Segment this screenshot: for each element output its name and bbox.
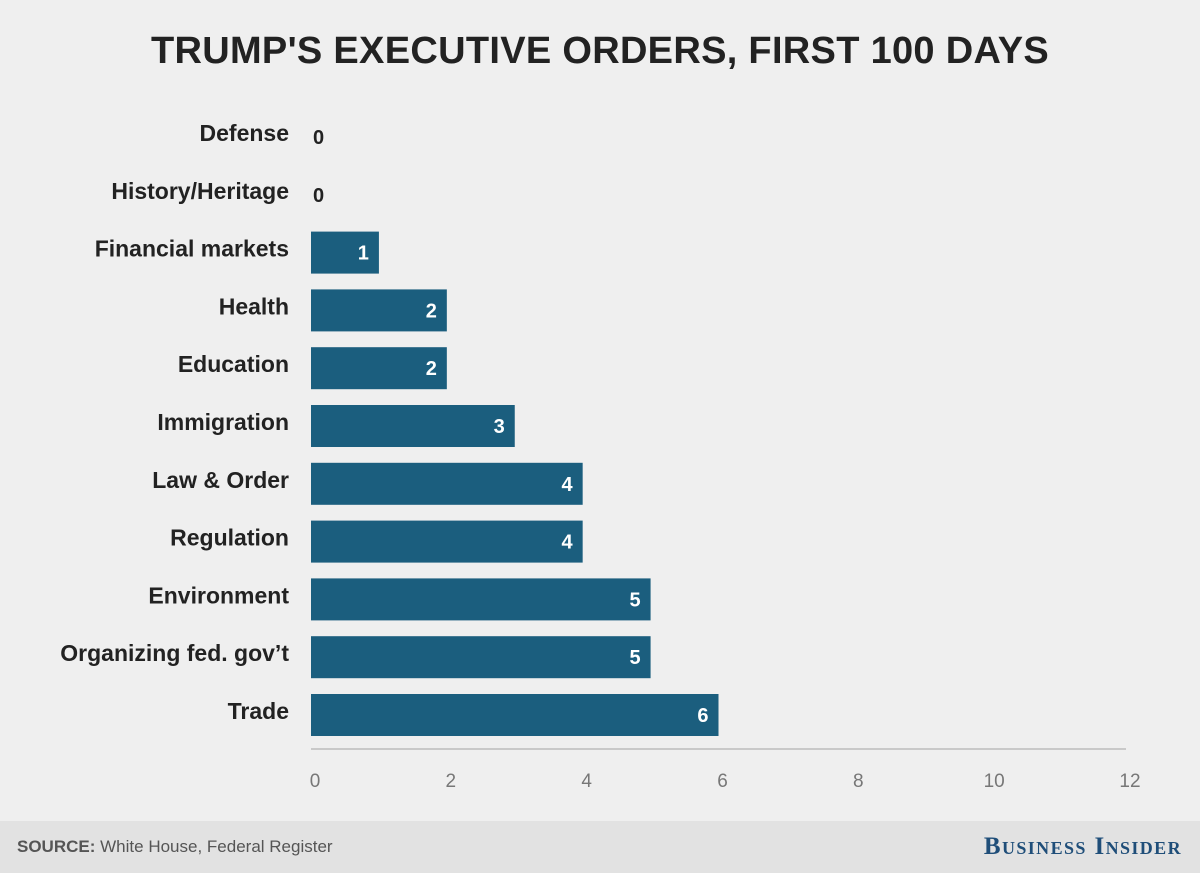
category-label-immigration: Immigration [157,409,289,435]
x-tick-label-2: 2 [446,771,457,792]
value-label-health: 2 [426,300,437,322]
source-text: White House, Federal Register [100,837,333,856]
bar-education[interactable] [311,347,447,390]
chart-title: TRUMP'S EXECUTIVE ORDERS, FIRST 100 DAYS [150,30,1050,72]
x-tick-label-12: 12 [1119,771,1140,792]
value-label-defense: 0 [313,127,324,149]
category-label-trade: Trade [228,698,289,724]
value-label-education: 2 [426,358,437,380]
category-label-law-order: Law & Order [152,467,289,493]
bar-immigration[interactable] [311,405,515,447]
x-tick-label-6: 6 [717,771,728,792]
value-label-law-order: 4 [562,474,574,496]
bar-health[interactable] [311,289,447,332]
value-label-history-heritage: 0 [313,185,324,207]
bar-organizing-fed-gov-t[interactable] [311,636,651,679]
category-label-financial-markets: Financial markets [95,236,289,262]
category-label-regulation: Regulation [170,525,289,551]
value-label-environment: 5 [629,589,640,611]
value-label-regulation: 4 [562,532,574,554]
category-label-environment: Environment [148,582,289,608]
bar-financial-markets[interactable] [311,231,379,274]
value-label-trade: 6 [697,705,708,727]
bar-trade[interactable] [311,694,719,736]
x-tick-label-4: 4 [581,771,592,792]
source-label: SOURCE: [17,837,96,856]
x-tick-label-0: 0 [310,771,321,792]
business-insider-logo[interactable]: Business Insider [983,833,1182,860]
category-label-education: Education [178,351,289,377]
x-tick-label-8: 8 [853,771,864,792]
bar-regulation[interactable] [311,520,583,563]
category-label-organizing-fed-gov-t: Organizing fed. gov’t [60,640,289,666]
value-label-financial-markets: 1 [358,243,369,265]
value-label-immigration: 3 [494,416,505,438]
bar-environment[interactable] [311,578,651,621]
category-label-history-heritage: History/Heritage [111,178,289,204]
category-label-health: Health [219,293,289,319]
category-label-defense: Defense [200,120,289,146]
footer: SOURCE: White House, Federal Register Bu… [0,821,1200,873]
bar-chart: Defense 0 History/Heritage 0 Financial marke… [60,120,1141,792]
x-axis-ticks: 0 2 4 6 8 10 12 [310,771,1141,792]
source-note: SOURCE: White House, Federal Register [17,837,333,857]
x-tick-label-10: 10 [984,771,1005,792]
bars-group: Defense 0 History/Heritage 0 Financial marke… [60,120,719,736]
value-label-organizing-fed-gov-t: 5 [629,647,640,669]
bar-law-order[interactable] [311,462,583,505]
